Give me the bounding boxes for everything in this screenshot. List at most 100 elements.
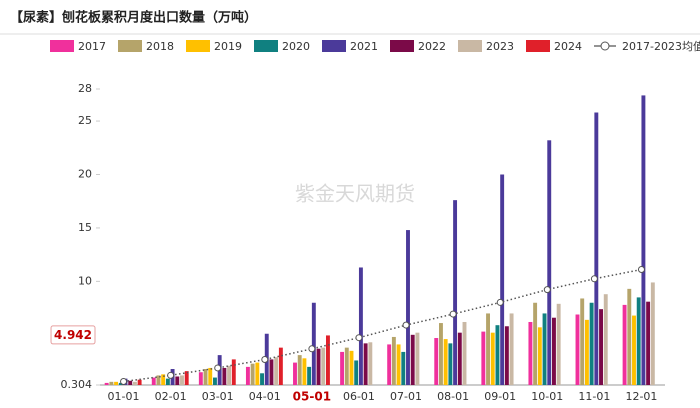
bar xyxy=(344,347,349,385)
bar xyxy=(316,348,321,385)
bar xyxy=(255,362,260,385)
bar xyxy=(156,375,161,385)
x-tick-label: 09-01 xyxy=(484,390,516,403)
legend-label: 2024 xyxy=(554,40,582,53)
bar xyxy=(481,331,486,385)
average-point xyxy=(496,298,504,306)
bar xyxy=(302,358,307,385)
bar xyxy=(401,351,406,385)
bar xyxy=(575,314,580,385)
bar xyxy=(603,294,608,385)
chart-title: 【尿素】刨花板累积月度出口数量（万吨） xyxy=(10,10,257,26)
legend-label: 2020 xyxy=(282,40,310,53)
legend-label: 2021 xyxy=(350,40,378,53)
y-tick-label: 28 xyxy=(78,82,92,95)
bar xyxy=(137,379,142,385)
bar xyxy=(627,288,632,385)
legend-swatch xyxy=(322,40,346,52)
bar xyxy=(222,367,227,385)
bar xyxy=(589,302,594,385)
bar xyxy=(180,375,184,385)
bar xyxy=(363,343,368,385)
bar xyxy=(326,335,330,385)
x-tick-label: 05-01 xyxy=(293,390,331,404)
bar xyxy=(132,381,137,385)
bar xyxy=(208,367,213,385)
average-point xyxy=(449,310,457,318)
highlight-value-label: 4.942 xyxy=(54,328,92,342)
bar xyxy=(646,301,651,385)
bar xyxy=(580,298,585,385)
bar xyxy=(245,366,250,385)
bar xyxy=(387,344,392,385)
bar xyxy=(114,381,119,385)
bar xyxy=(250,363,255,385)
average-point xyxy=(355,334,363,342)
bar xyxy=(462,321,467,385)
average-point xyxy=(167,371,175,379)
average-point xyxy=(590,275,598,283)
x-tick-label: 12-01 xyxy=(625,390,657,403)
bar xyxy=(213,377,217,385)
x-tick-label: 10-01 xyxy=(531,390,563,403)
x-tick-label: 07-01 xyxy=(390,390,422,403)
bar xyxy=(161,374,166,385)
y-tick-label: 25 xyxy=(78,114,92,127)
bar xyxy=(547,140,552,385)
bar xyxy=(556,303,561,385)
average-point xyxy=(308,345,316,353)
legend-swatch xyxy=(458,40,482,52)
bar xyxy=(537,327,542,385)
bar xyxy=(260,373,264,385)
bar xyxy=(227,365,232,385)
legend-swatch xyxy=(526,40,550,52)
average-line xyxy=(123,268,642,383)
bar xyxy=(594,112,599,385)
bar xyxy=(128,380,133,385)
bar xyxy=(231,359,236,385)
bar xyxy=(599,309,603,385)
bar xyxy=(584,319,589,385)
legend-swatch xyxy=(390,40,414,52)
bar xyxy=(486,313,490,385)
bar xyxy=(632,315,636,385)
average-point xyxy=(543,286,551,294)
average-point xyxy=(261,355,269,363)
bar xyxy=(443,339,448,385)
bar xyxy=(415,332,420,385)
bar xyxy=(552,317,556,385)
bar xyxy=(311,302,316,385)
x-tick-label: 08-01 xyxy=(437,390,469,403)
x-tick-label: 03-01 xyxy=(202,390,234,403)
y-tick-label: 10 xyxy=(78,274,92,287)
average-point xyxy=(637,266,645,274)
legend-label: 2022 xyxy=(418,40,446,53)
bar xyxy=(109,381,114,385)
x-tick-label: 02-01 xyxy=(155,390,187,403)
bar xyxy=(349,350,354,385)
bar xyxy=(410,334,415,385)
watermark: 紫金天风期货 xyxy=(295,182,415,206)
bar xyxy=(391,336,396,385)
bar xyxy=(533,302,538,385)
legend-label: 2019 xyxy=(214,40,242,53)
bar xyxy=(175,376,180,385)
legend-label: 2017-2023均值 xyxy=(622,40,700,53)
bar xyxy=(434,338,439,385)
bar xyxy=(165,378,170,385)
bar xyxy=(297,355,302,385)
bar xyxy=(354,360,359,385)
bar xyxy=(396,344,401,385)
bar xyxy=(622,304,627,385)
x-tick-label: 06-01 xyxy=(343,390,375,403)
bar xyxy=(504,326,509,385)
bar xyxy=(269,359,274,385)
bar xyxy=(490,332,495,385)
bar xyxy=(118,382,123,385)
bar xyxy=(104,382,109,385)
bar xyxy=(439,323,443,385)
legend-swatch xyxy=(186,40,210,52)
bar xyxy=(457,332,462,385)
bar xyxy=(448,343,453,385)
